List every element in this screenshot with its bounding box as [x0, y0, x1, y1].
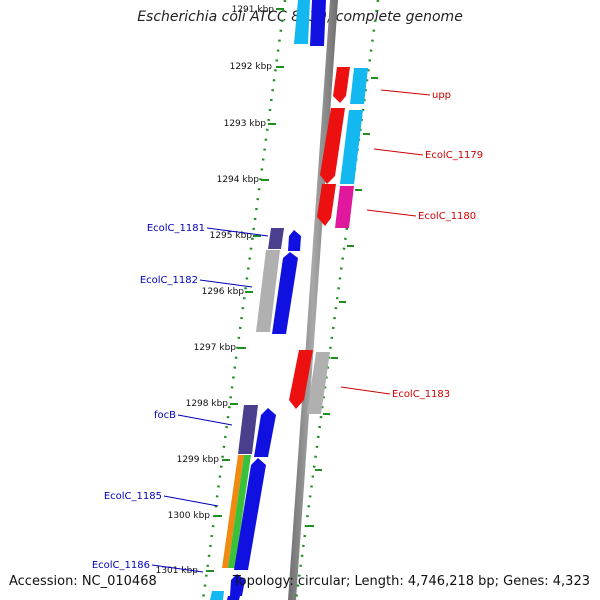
scale-label: 1301 kbp	[156, 566, 199, 576]
scale-label: 1291 kbp	[232, 5, 275, 15]
gene-arrow	[289, 350, 313, 409]
gene-label-ecolc-1185: EcolC_1185	[104, 491, 162, 502]
leader-line	[199, 279, 253, 288]
gene-label-ecolc-1182: EcolC_1182	[140, 275, 198, 286]
leader-line	[151, 564, 204, 573]
gene-label-ecolc-1181: EcolC_1181	[147, 223, 205, 234]
gene-arrow	[307, 352, 330, 414]
scale-label: 1300 kbp	[168, 511, 211, 521]
gene-arrow	[254, 408, 276, 457]
gene-arrow	[294, 0, 310, 44]
gene-label-ecolc-1179: EcolC_1179	[425, 150, 483, 161]
gene-arrow	[256, 250, 280, 332]
scale-label: 1292 kbp	[230, 62, 273, 72]
scale-label: 1297 kbp	[194, 343, 237, 353]
reverse-genes	[210, 228, 301, 600]
leader-line	[163, 495, 219, 507]
gene-label-ecolc-1183: EcolC_1183	[392, 389, 450, 400]
leader-line	[340, 386, 391, 395]
gene-arrow	[317, 184, 336, 226]
gene-arrow	[310, 0, 326, 46]
gene-arrow	[320, 108, 345, 184]
forward-genes	[289, 0, 368, 414]
gene-arrow	[222, 455, 244, 568]
gene-arrow	[230, 574, 245, 596]
gene-arrow	[272, 252, 298, 334]
scale-label: 1293 kbp	[224, 119, 267, 129]
gene-arrow	[333, 67, 350, 103]
scale-label: 1296 kbp	[202, 287, 245, 297]
gene-label-ecolc-1186: EcolC_1186	[92, 560, 150, 571]
gene-arrow	[340, 110, 363, 184]
topology-text: Topology: circular; Length: 4,746,218 bp…	[232, 574, 590, 589]
gene-arrow	[288, 230, 301, 251]
gene-arrow	[335, 186, 354, 228]
right-track-ticks	[307, 77, 378, 527]
gene-arrow	[234, 458, 266, 570]
genome-backbone	[288, 0, 338, 600]
leader-line	[373, 148, 424, 156]
scale-label: 1294 kbp	[217, 175, 260, 185]
scale-ticks	[206, 8, 284, 572]
gene-arrow	[210, 591, 224, 600]
scale-label: 1298 kbp	[186, 399, 229, 409]
gene-arrow	[268, 228, 284, 249]
leader-line	[380, 89, 431, 96]
scale-label: 1295 kbp	[210, 231, 253, 241]
accession-text: Accession: NC_010468	[9, 574, 157, 589]
gene-arrow	[227, 596, 240, 600]
gene-arrow	[238, 405, 258, 454]
leader-line	[177, 414, 233, 426]
gene-arrow	[350, 68, 368, 104]
leader-line	[206, 227, 269, 237]
leader-line	[366, 209, 417, 217]
gene-label-ecolc-1180: EcolC_1180	[418, 211, 476, 222]
scale-label: 1299 kbp	[177, 455, 220, 465]
left-tick-track	[201, 0, 287, 600]
gene-label-upp: upp	[432, 90, 451, 101]
gene-arrow	[228, 455, 251, 568]
gene-label-focb: focB	[154, 410, 176, 421]
